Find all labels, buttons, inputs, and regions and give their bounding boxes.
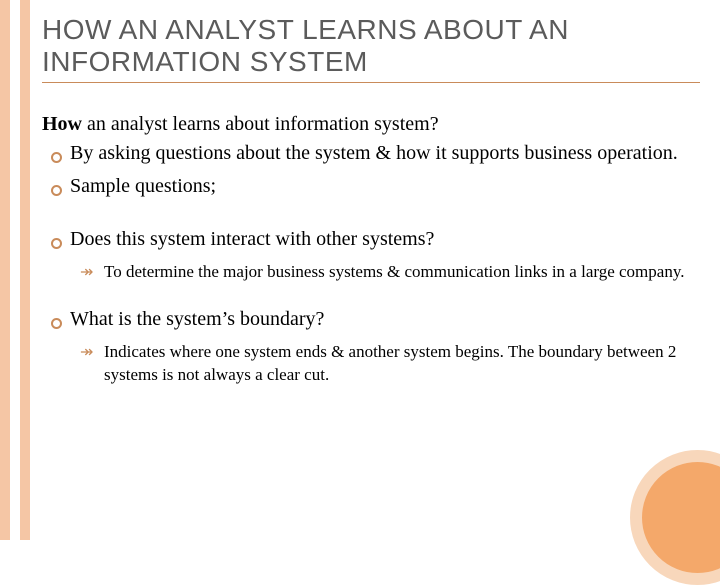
arrow-bullet-icon: ↠: [80, 261, 104, 284]
left-accent-bars: [0, 0, 30, 540]
sub-bullet-text: Indicates where one system ends & anothe…: [104, 341, 700, 387]
bullet-text: Does this system interact with other sys…: [70, 226, 700, 253]
ring-bullet-icon: [42, 306, 70, 337]
spacer: [42, 206, 700, 226]
slide-title: HOW AN ANALYST LEARNS ABOUT AN INFORMATI…: [42, 14, 700, 83]
sub-bullet-text: To determine the major business systems …: [104, 261, 700, 284]
slide-content: HOW AN ANALYST LEARNS ABOUT AN INFORMATI…: [42, 14, 700, 389]
ring-bullet-icon: [42, 173, 70, 204]
bullet-item: What is the system’s boundary?: [42, 306, 700, 337]
lead-rest: an analyst learns about information syst…: [82, 113, 439, 135]
arrow-bullet-icon: ↠: [80, 341, 104, 364]
sub-bullet-item: ↠ To determine the major business system…: [80, 261, 700, 284]
accent-bar-2: [20, 0, 30, 540]
bullet-item: Sample questions;: [42, 173, 700, 204]
bullet-text: What is the system’s boundary?: [70, 306, 700, 333]
corner-circle-decor: [630, 450, 720, 585]
bullet-text: Sample questions;: [70, 173, 700, 200]
bullet-item: Does this system interact with other sys…: [42, 226, 700, 257]
ring-bullet-icon: [42, 140, 70, 171]
ring-bullet-icon: [42, 226, 70, 257]
bullet-item: By asking questions about the system & h…: [42, 140, 700, 171]
lead-question: How an analyst learns about information …: [42, 113, 700, 136]
bullet-text: By asking questions about the system & h…: [70, 140, 700, 167]
accent-bar-gap: [10, 0, 20, 540]
sub-bullet-item: ↠ Indicates where one system ends & anot…: [80, 341, 700, 387]
accent-bar-1: [0, 0, 10, 540]
spacer: [42, 286, 700, 306]
lead-bold: How: [42, 113, 82, 135]
